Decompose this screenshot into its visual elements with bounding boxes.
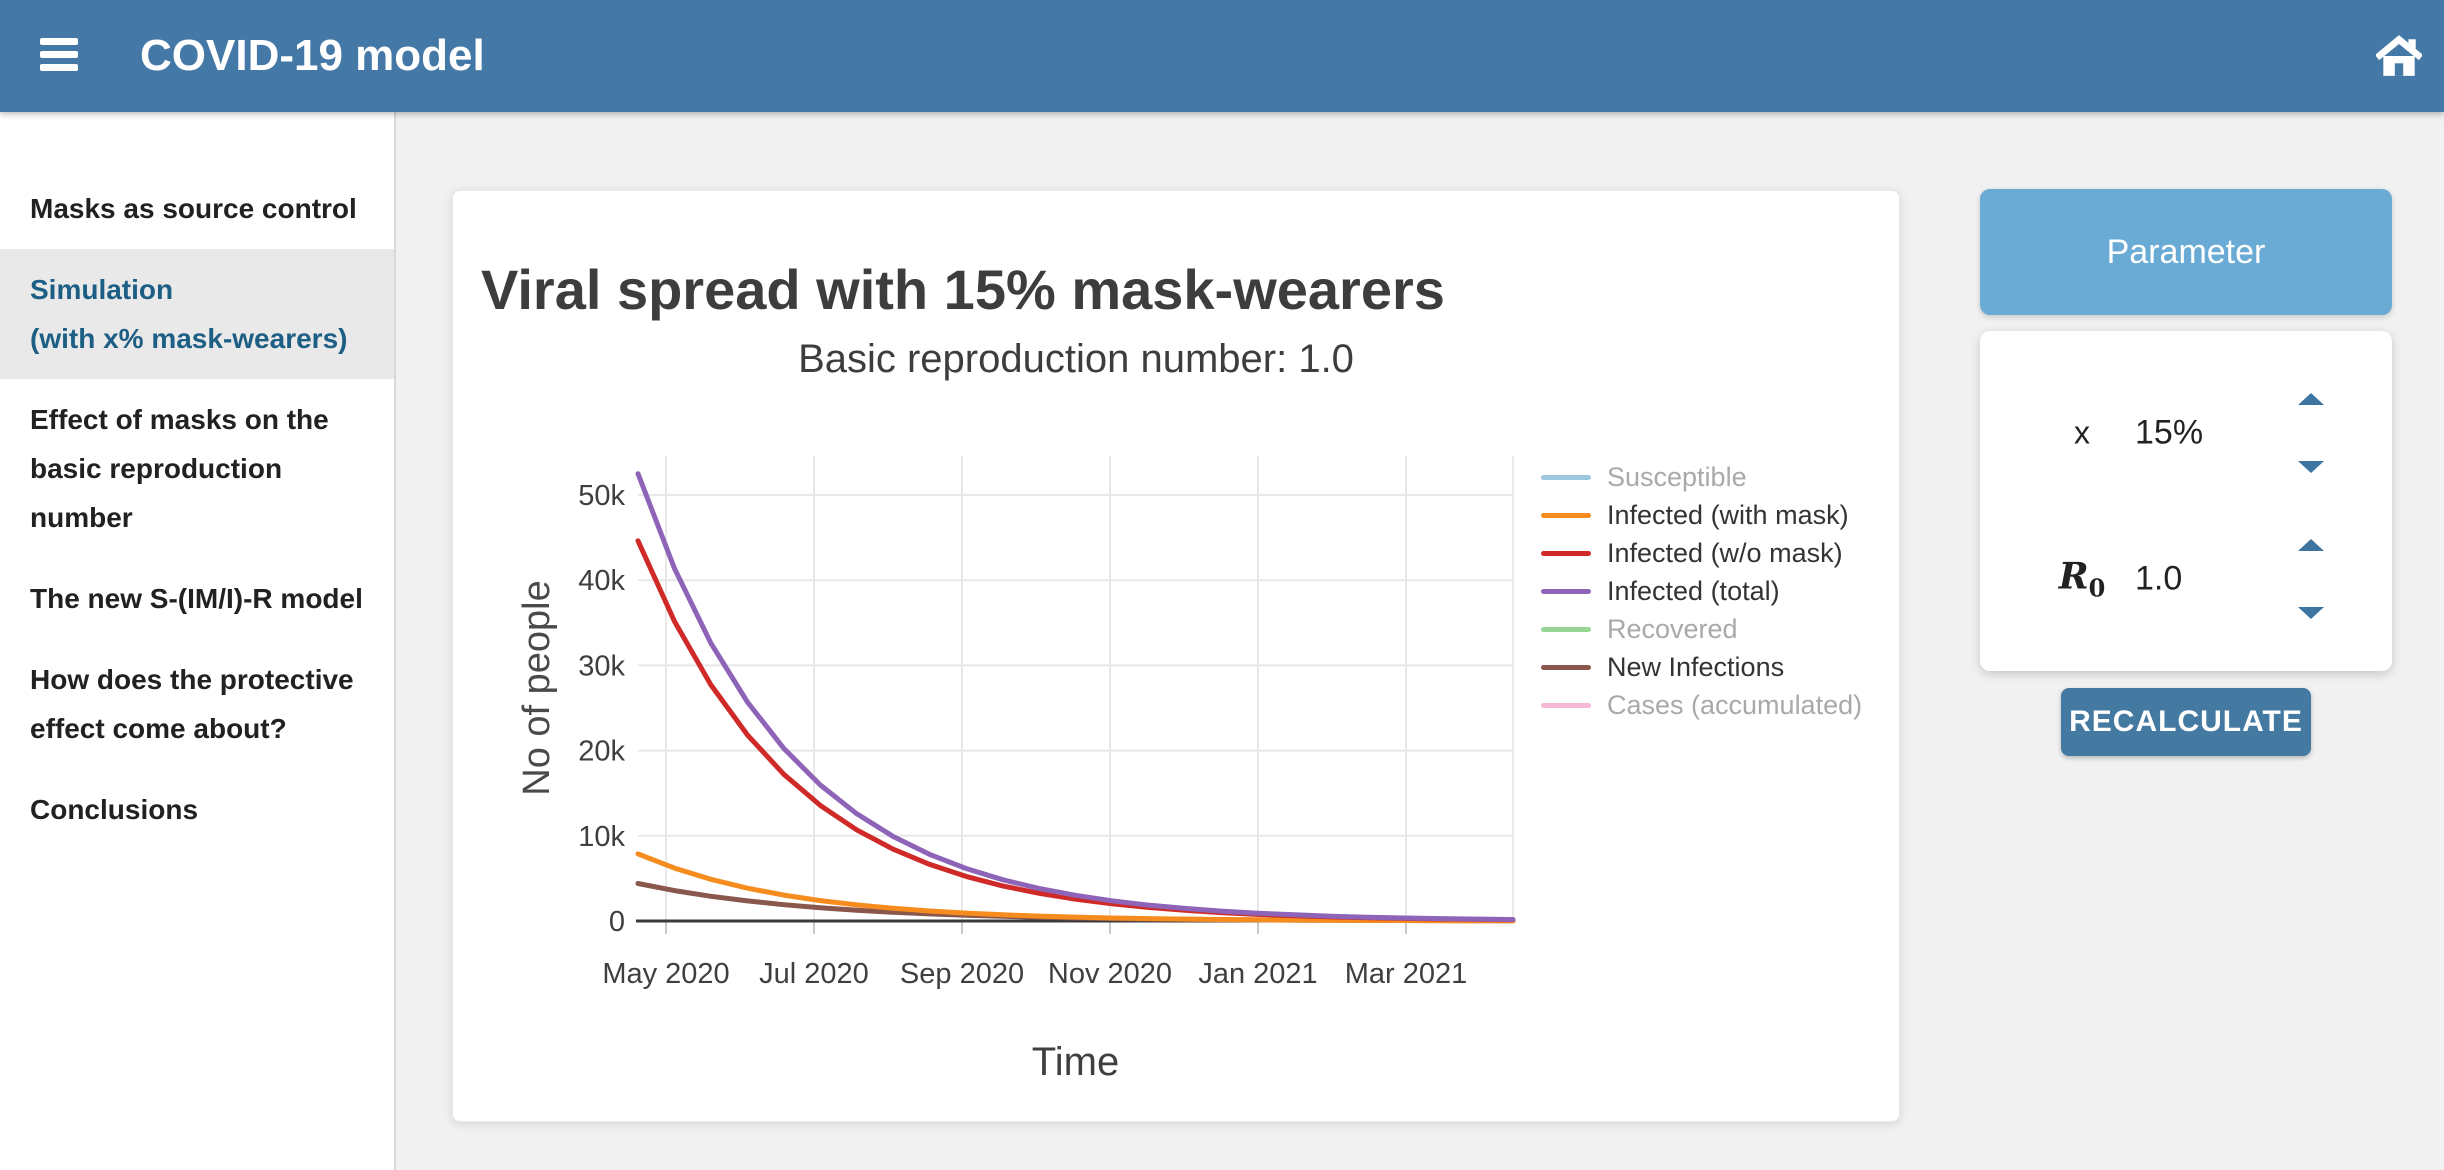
x-tick-label: May 2020 <box>602 958 729 990</box>
parameter-card: x 15% R0 1.0 <box>1980 331 2392 671</box>
parameter-value: 1.0 <box>2135 559 2183 598</box>
legend-item[interactable]: Cases (accumulated) <box>1541 686 1862 724</box>
y-tick-label: 20k <box>578 736 625 768</box>
x-axis-title: Time <box>1032 1040 1119 1084</box>
y-tick-label: 10k <box>578 821 625 853</box>
sidebar-item-label: Masks as source control <box>30 193 357 224</box>
sidebar-item-label: Effect of masks on the <box>30 404 329 435</box>
y-tick-label: 50k <box>578 480 625 512</box>
app-header: COVID-19 model <box>0 0 2444 112</box>
chart-plot: 0 10k 20k 30k 40k 50k May 2020 Jul 2020 Sep 2020… <box>516 456 1516 1084</box>
legend-item[interactable]: Infected (total) <box>1541 572 1862 610</box>
legend-label: Cases (accumulated) <box>1607 689 1863 720</box>
decrement-arrow-icon[interactable] <box>2298 461 2324 473</box>
sidebar-item-5[interactable]: Conclusions <box>0 769 394 850</box>
legend-item[interactable]: Recovered <box>1541 610 1862 648</box>
legend-item[interactable]: New Infections <box>1541 648 1862 686</box>
legend-label: Infected (w/o mask) <box>1607 537 1843 568</box>
legend-line-swatch <box>1541 550 1591 556</box>
legend-label: New Infections <box>1607 651 1785 682</box>
y-tick-label: 0 <box>609 906 625 938</box>
menu-icon[interactable] <box>40 38 80 74</box>
sidebar-item-label: basic reproduction number <box>30 453 283 533</box>
y-axis-title: No of people <box>516 580 558 796</box>
legend-line-swatch <box>1541 626 1591 632</box>
spinner <box>2297 539 2325 619</box>
legend-line-swatch <box>1541 588 1591 594</box>
sidebar-item-2[interactable]: Effect of masks on the basic reproduction… <box>0 379 394 558</box>
legend-label: Infected (total) <box>1607 575 1780 606</box>
app-title: COVID-19 model <box>140 31 485 80</box>
legend-line-swatch <box>1541 664 1591 670</box>
legend-label: Susceptible <box>1607 461 1747 492</box>
sidebar-item-label: effect come about? <box>30 713 287 744</box>
series-line <box>635 471 1516 922</box>
x-tick-label: Jan 2021 <box>1198 958 1317 990</box>
legend-line-swatch <box>1541 512 1591 518</box>
parameter-label-text: R <box>2058 555 2089 598</box>
parameter-header: Parameter <box>1980 189 2392 315</box>
spinner <box>2297 393 2325 473</box>
parameter-row: x 15% <box>1980 373 2392 493</box>
chart-title: Viral spread with 15% mask-wearers <box>481 258 1445 321</box>
main-area: 0 10k 20k 30k 40k 50k May 2020 Jul 2020 Sep 2020… <box>396 112 2444 1170</box>
sidebar-item-3[interactable]: The new S-(IM/I)-R model <box>0 558 394 639</box>
sidebar-item-label: (with x% mask-wearers) <box>30 323 348 354</box>
y-tick-label: 40k <box>578 565 625 597</box>
parameter-label: R0 <box>2032 555 2132 602</box>
x-tick-label: Jul 2020 <box>759 958 869 990</box>
chart-card: 0 10k 20k 30k 40k 50k May 2020 Jul 2020 Sep 2020… <box>452 190 1900 1122</box>
sidebar-item-label: How does the protective <box>30 664 354 695</box>
increment-arrow-icon[interactable] <box>2298 539 2324 551</box>
sidebar-item-4[interactable]: How does the protective effect come about… <box>0 639 394 769</box>
legend-item[interactable]: Susceptible <box>1541 458 1862 496</box>
sidebar-item-label: The new S-(IM/I)-R model <box>30 583 363 614</box>
parameter-value: 15% <box>2135 413 2204 452</box>
sidebar: Masks as source control Simulation (with x… <box>0 112 396 1170</box>
legend-line-swatch <box>1541 474 1591 480</box>
sidebar-item-1[interactable]: Simulation (with x% mask-wearers) <box>0 249 394 379</box>
home-icon[interactable] <box>2374 33 2424 79</box>
legend-line-swatch <box>1541 702 1591 708</box>
increment-arrow-icon[interactable] <box>2298 393 2324 405</box>
x-tick-label: Mar 2021 <box>1345 958 1468 990</box>
legend-item[interactable]: Infected (w/o mask) <box>1541 534 1862 572</box>
parameter-label-text: x <box>2074 414 2090 451</box>
legend-label: Recovered <box>1607 613 1738 644</box>
sidebar-item-0[interactable]: Masks as source control <box>0 168 394 249</box>
parameter-label: x <box>2032 415 2132 452</box>
chart-legend: Susceptible Infected (with mask) Infected … <box>1541 458 1862 724</box>
y-tick-label: 30k <box>578 650 625 682</box>
legend-item[interactable]: Infected (with mask) <box>1541 496 1862 534</box>
parameter-label-subscript: 0 <box>2088 573 2106 603</box>
parameter-row: R0 1.0 <box>1980 519 2392 639</box>
sidebar-item-label: Simulation <box>30 274 174 305</box>
x-tick-label: Nov 2020 <box>1048 958 1172 990</box>
decrement-arrow-icon[interactable] <box>2298 607 2324 619</box>
sidebar-item-label: Conclusions <box>30 794 199 825</box>
recalculate-button[interactable]: RECALCULATE <box>2061 688 2311 756</box>
series-line <box>635 851 1516 924</box>
chart-subtitle: Basic reproduction number: 1.0 <box>798 337 1354 381</box>
legend-label: Infected (with mask) <box>1607 499 1849 530</box>
x-tick-label: Sep 2020 <box>900 958 1024 990</box>
